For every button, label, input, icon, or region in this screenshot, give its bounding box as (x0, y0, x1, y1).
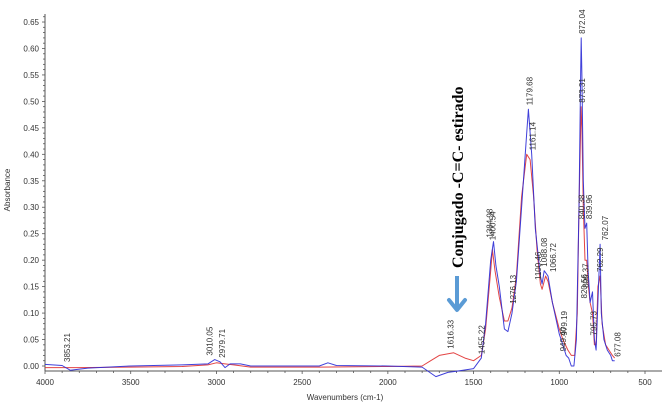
peak-label: 949.40 (559, 326, 568, 351)
peak-label: 1384.98 (486, 208, 495, 237)
peak-label: 1276.13 (509, 274, 518, 303)
y-tick-label: 0.65 (23, 18, 39, 27)
peak-label: 1455.22 (477, 325, 486, 354)
x-axis: 4000 3500 3000 2500 2000 1500 1000 500 (36, 370, 662, 387)
peak-label: 1616.33 (447, 319, 456, 348)
peak-label: 762.29 (596, 247, 605, 272)
peak-label: 1161.14 (529, 121, 538, 150)
peak-label: 873.31 (578, 78, 587, 103)
peak-label: 677.08 (614, 332, 623, 357)
peak-label: 840.38 (578, 194, 587, 219)
peak-label: 979.19 (560, 310, 569, 335)
y-tick-label: 0.45 (23, 124, 39, 133)
peak-label: 1179.68 (525, 76, 534, 105)
y-tick-label: 0.50 (23, 97, 39, 106)
spectra-series (44, 37, 616, 378)
x-tick-label: 2500 (293, 378, 311, 387)
x-tick-label: 3500 (122, 378, 140, 387)
peak-label: 839.96 (585, 194, 594, 219)
y-tick-label: 0.25 (23, 230, 39, 239)
y-tick-label: 0.10 (23, 309, 39, 318)
peak-label: 1088.08 (540, 237, 549, 266)
y-tick-label: 0.35 (23, 177, 39, 186)
peak-label: 820.56 (580, 273, 589, 298)
annotation-text: Conjugado -C=C- estirado (450, 86, 467, 268)
peak-label: 1066.72 (549, 243, 558, 272)
peak-label: 3010.05 (206, 326, 215, 355)
y-tick-label: 0.60 (23, 44, 39, 53)
x-axis-title: Wavenumbers (cm-1) (307, 393, 384, 402)
series-line-blue (44, 37, 615, 378)
x-tick-label: 1000 (550, 378, 568, 387)
arrow-down-icon (447, 276, 467, 312)
y-tick-label: 0.05 (23, 336, 39, 345)
x-tick-label: 1500 (465, 378, 483, 387)
y-axis: 0.00 0.05 0.10 0.15 0.20 0.25 0.30 0.35 0.40 0.45… (23, 14, 46, 371)
x-tick-label: 2000 (379, 378, 397, 387)
y-axis-title: Absorbance (3, 168, 12, 211)
y-tick-label: 0.55 (23, 71, 39, 80)
peak-label: 2979.71 (218, 328, 227, 357)
x-tick-label: 3000 (208, 378, 226, 387)
x-tick-label: 4000 (36, 378, 54, 387)
peak-label: 1100.46 (534, 251, 543, 280)
y-tick-label: 0.20 (23, 256, 39, 265)
peak-label: 872.04 (578, 9, 587, 34)
peak-label: 806.37 (582, 263, 591, 288)
peak-label: 1400.54 (489, 211, 498, 240)
annotation: Conjugado -C=C- estirado (447, 86, 467, 312)
peak-label: 3853.21 (63, 333, 72, 362)
peak-label: 795.73 (589, 310, 598, 335)
y-tick-label: 0.00 (23, 362, 39, 371)
peak-label: 762.07 (601, 215, 610, 240)
y-tick-label: 0.40 (23, 150, 39, 159)
y-tick-label: 0.30 (23, 203, 39, 212)
y-tick-label: 0.15 (23, 283, 39, 292)
x-tick-label: 500 (638, 378, 652, 387)
peak-labels: 3853.21 3010.05 2979.71 1616.33 1455.22 1384.… (63, 9, 623, 362)
